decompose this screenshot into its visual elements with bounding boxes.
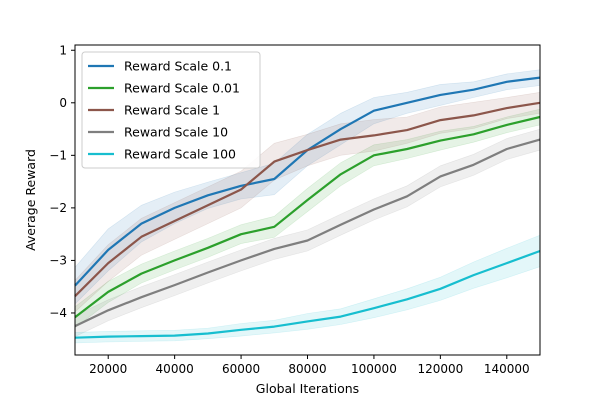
y-tick-label: −2 [49,201,67,215]
y-axis-label: Average Reward [23,149,38,251]
legend-label: Reward Scale 100 [124,147,236,162]
x-tick-label: 40000 [156,362,194,376]
legend-label: Reward Scale 0.1 [124,59,232,74]
x-axis-ticks: 20000 40000 60000 80000 100000 120000 140000 [89,355,530,376]
legend-box [81,51,261,169]
reward-scale-1-line [74,101,541,297]
reward-scale-100-line [74,249,541,339]
x-tick-label: 20000 [89,362,127,376]
y-tick-label: −3 [49,253,67,267]
reward-scale-10-line [74,138,541,328]
x-axis-label: Global Iterations [256,381,359,396]
legend-label: Reward Scale 10 [124,125,228,140]
x-tick-label: 80000 [288,362,326,376]
x-tick-label: 60000 [222,362,260,376]
x-tick-label: 140000 [484,362,530,376]
y-tick-label: 0 [59,96,67,110]
legend: Reward Scale 0.1 Reward Scale 0.01 Reward … [81,51,261,169]
y-tick-label: −4 [49,306,67,320]
x-tick-label: 100000 [351,362,397,376]
x-tick-label: 120000 [417,362,463,376]
y-tick-label: −1 [49,148,67,162]
series-lines [74,76,541,339]
reward-scale-0-01-line [74,115,541,319]
legend-label: Reward Scale 1 [124,103,220,118]
y-tick-label: 1 [59,43,67,57]
legend-label: Reward Scale 0.01 [124,81,240,96]
y-axis-ticks: −4 −3 −2 −1 0 1 [49,43,75,320]
